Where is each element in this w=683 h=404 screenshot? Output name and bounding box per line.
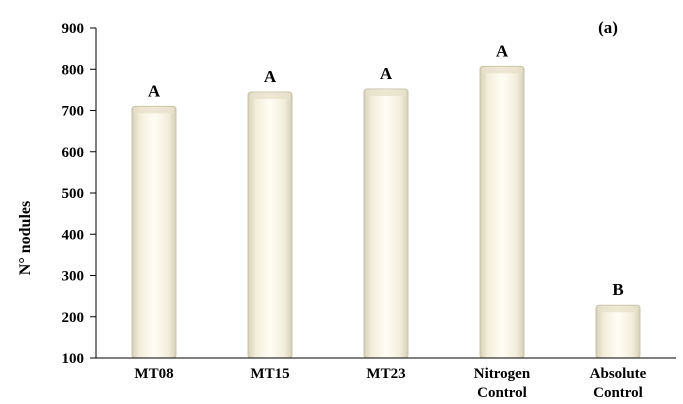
x-tick-label: MT08 — [134, 366, 173, 382]
bar — [595, 304, 641, 359]
y-axis-label: N° nodules — [17, 201, 34, 275]
y-axis-ticks: 100 200 300 400 500 600 700 800 900 — [62, 21, 96, 367]
y-tick-label: 200 — [62, 310, 85, 326]
bar-cap — [134, 107, 174, 114]
y-tick-label: 800 — [62, 62, 85, 78]
x-tick-label: Absolute — [590, 366, 647, 382]
x-tick-label: MT23 — [366, 366, 405, 382]
y-tick-label: 300 — [62, 269, 85, 285]
significance-letter: A — [148, 81, 161, 100]
bar — [479, 65, 525, 359]
bars: A A A A B — [131, 41, 641, 359]
axes — [95, 28, 676, 359]
bar — [363, 88, 409, 359]
significance-letter: A — [496, 41, 509, 60]
y-tick-label: 100 — [62, 351, 85, 367]
significance-letter: B — [612, 280, 623, 299]
x-tick-label: Nitrogen — [474, 366, 531, 382]
x-tick-label: MT15 — [250, 366, 289, 382]
x-tick-label: Control — [477, 385, 527, 401]
panel-label: (a) — [598, 18, 618, 37]
bar-cap — [250, 92, 290, 99]
bar — [247, 91, 293, 359]
y-tick-label: 400 — [62, 227, 85, 243]
bar-cap — [482, 67, 522, 74]
y-tick-label: 900 — [62, 21, 85, 37]
significance-letter: A — [380, 64, 393, 83]
significance-letter: A — [264, 67, 277, 86]
y-tick-label: 700 — [62, 104, 85, 120]
y-tick-label: 600 — [62, 145, 85, 161]
bar — [131, 105, 177, 359]
y-tick-label: 500 — [62, 186, 85, 202]
x-tick-label: Control — [593, 385, 643, 401]
bar-cap — [366, 90, 406, 97]
x-axis-labels: MT08 MT15 MT23 Nitrogen Control Absolute Contr… — [134, 366, 646, 401]
bar-cap — [598, 306, 638, 313]
